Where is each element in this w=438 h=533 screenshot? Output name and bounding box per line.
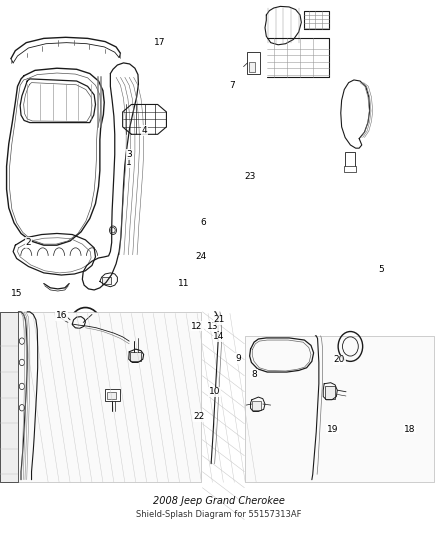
- Text: 11: 11: [178, 279, 190, 288]
- Text: 7: 7: [229, 81, 235, 90]
- Text: 2: 2: [26, 238, 31, 247]
- Bar: [325, 386, 335, 399]
- Text: 14: 14: [213, 333, 225, 341]
- Text: 8: 8: [251, 370, 257, 378]
- Bar: [252, 401, 261, 410]
- Text: 12: 12: [191, 322, 203, 330]
- Text: 4: 4: [142, 126, 147, 135]
- Text: 10: 10: [209, 387, 220, 396]
- Bar: [107, 392, 116, 399]
- Bar: [105, 389, 120, 401]
- Text: 22: 22: [194, 413, 205, 421]
- Text: 6: 6: [201, 219, 207, 227]
- Text: Shield-Splash Diagram for 55157313AF: Shield-Splash Diagram for 55157313AF: [136, 510, 302, 519]
- Bar: [102, 277, 111, 284]
- Text: 18: 18: [404, 425, 415, 433]
- Bar: [245, 336, 434, 482]
- Text: 16: 16: [56, 311, 67, 320]
- Text: 20: 20: [334, 356, 345, 364]
- Bar: [344, 166, 356, 172]
- Bar: [0, 312, 18, 482]
- Bar: [345, 152, 355, 171]
- Text: 24: 24: [196, 253, 207, 261]
- Text: 17: 17: [154, 38, 166, 47]
- Text: 5: 5: [378, 265, 384, 273]
- Bar: [249, 62, 255, 72]
- Text: 1: 1: [126, 158, 132, 167]
- Text: 19: 19: [327, 425, 339, 433]
- Bar: [0, 312, 201, 482]
- Text: 9: 9: [236, 354, 242, 363]
- Text: 2008 Jeep Grand Cherokee: 2008 Jeep Grand Cherokee: [153, 496, 285, 506]
- Bar: [130, 352, 141, 361]
- Text: 3: 3: [126, 150, 132, 159]
- Text: 23: 23: [244, 173, 255, 181]
- Text: 15: 15: [11, 289, 22, 297]
- Bar: [247, 52, 260, 74]
- Text: 21: 21: [213, 316, 225, 324]
- Text: 13: 13: [207, 322, 218, 330]
